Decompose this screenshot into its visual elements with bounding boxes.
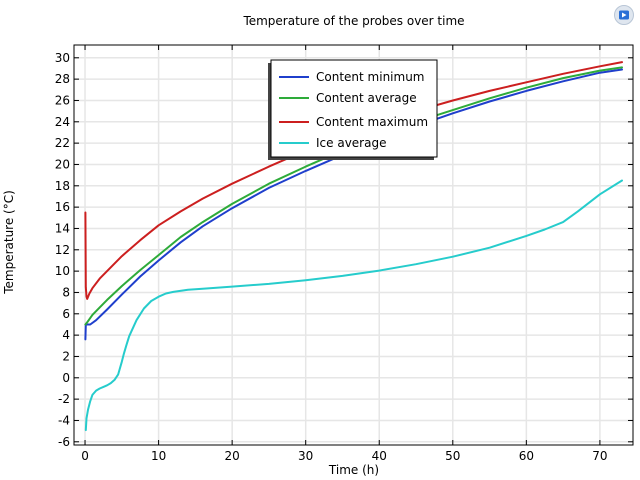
x-tick-label: 10 xyxy=(151,449,166,463)
y-tick-label: 12 xyxy=(55,243,70,257)
y-axis-title: Temperature (°C) xyxy=(2,190,16,295)
y-tick-label: -4 xyxy=(58,413,70,427)
x-tick-label: 20 xyxy=(224,449,239,463)
y-tick-label: 30 xyxy=(55,51,70,65)
y-tick-label: 10 xyxy=(55,264,70,278)
y-tick-label: -6 xyxy=(58,435,70,449)
series-line-content-average xyxy=(84,66,623,326)
y-tick-label: 0 xyxy=(62,371,70,385)
axis-ticks: 0 10 20 30 40 50 60 70-6-4-20246810121416182022… xyxy=(55,45,633,463)
chart-title: Temperature of the probes over time xyxy=(242,14,464,28)
y-tick-label: 16 xyxy=(55,200,70,214)
x-tick-label: 30 xyxy=(298,449,313,463)
series-line-ice-average xyxy=(84,179,623,432)
y-tick-label: 2 xyxy=(62,349,70,363)
y-tick-label: 22 xyxy=(55,136,70,150)
x-tick-label: 50 xyxy=(445,449,460,463)
legend-label: Content maximum xyxy=(316,115,428,129)
x-tick-label: 70 xyxy=(592,449,607,463)
x-tick-label: 60 xyxy=(519,449,534,463)
y-tick-label: 6 xyxy=(62,307,70,321)
x-tick-label: 0 xyxy=(81,449,89,463)
y-tick-label: -2 xyxy=(58,392,70,406)
y-tick-label: 8 xyxy=(62,285,70,299)
x-tick-label: 40 xyxy=(372,449,387,463)
legend-label: Ice average xyxy=(316,136,386,150)
x-axis-title: Time (h) xyxy=(328,463,379,477)
legend-items: Content minimum Content average Content ma… xyxy=(279,70,428,150)
y-tick-label: 20 xyxy=(55,157,70,171)
legend: Content minimum Content average Content ma… xyxy=(268,59,438,160)
y-tick-label: 26 xyxy=(55,93,70,107)
plot-frame xyxy=(73,44,634,446)
series-line-content-minimum xyxy=(84,68,623,341)
y-tick-label: 28 xyxy=(55,72,70,86)
series-line-content-maximum xyxy=(84,61,623,300)
y-tick-label: 24 xyxy=(55,115,70,129)
y-tick-label: 4 xyxy=(62,328,70,342)
comsol-logo-icon xyxy=(614,5,634,25)
legend-label: Content average xyxy=(316,91,417,105)
legend-label: Content minimum xyxy=(316,70,425,84)
series-lines xyxy=(84,61,623,432)
y-tick-label: 14 xyxy=(55,221,70,235)
y-tick-label: 18 xyxy=(55,179,70,193)
